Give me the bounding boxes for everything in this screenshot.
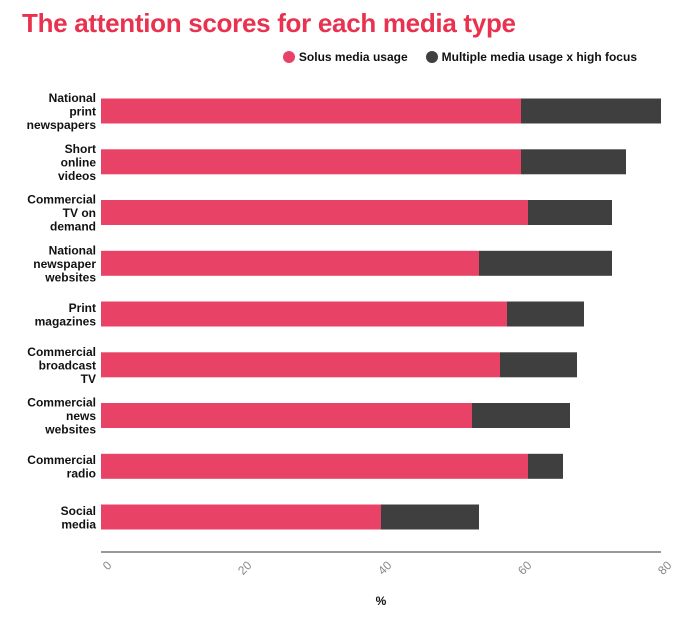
x-tick-label: 40	[375, 558, 395, 578]
bar-segment-solus	[101, 504, 381, 530]
category-label: National newspaper websites	[33, 243, 96, 284]
category-label: Print magazines	[35, 301, 97, 329]
x-tick-label: 80	[655, 558, 675, 578]
category-label: Commercial TV on demand	[27, 193, 96, 234]
legend-label-solus: Solus media usage	[298, 50, 408, 64]
bar-segment-multiple	[528, 200, 612, 225]
bar-segment-multiple	[479, 250, 612, 276]
category-label: Commercial broadcast TV	[27, 345, 96, 386]
chart-title: The attention scores for each media type	[22, 8, 516, 38]
bar-segment-multiple	[521, 98, 661, 124]
x-tick-label: 60	[515, 558, 535, 578]
category-label: Short online videos	[58, 142, 96, 183]
bar-segment-multiple	[521, 149, 626, 175]
legend-item-multiple: Multiple media usage x high focus	[425, 50, 637, 64]
bar-segment-multiple	[528, 453, 563, 479]
bar-segment-multiple	[507, 301, 584, 327]
bar-segment-solus	[101, 250, 479, 276]
x-axis-label: %	[376, 594, 387, 608]
x-tick-label: 0	[100, 558, 115, 573]
category-label: Commercial news websites	[27, 396, 96, 437]
bar-segment-multiple	[472, 403, 570, 428]
bar-segment-solus	[101, 200, 528, 225]
bar-segment-solus	[101, 149, 521, 175]
legend-swatch-multiple	[425, 51, 438, 63]
legend-item-solus: Solus media usage	[282, 50, 408, 64]
bar-segment-solus	[101, 453, 528, 479]
category-label: Social media	[61, 504, 97, 532]
category-label: National print newspapers	[27, 91, 97, 132]
bar-segment-multiple	[500, 352, 577, 378]
bar-segment-multiple	[381, 504, 479, 530]
bar-segment-solus	[101, 301, 507, 327]
x-tick-label: 20	[235, 558, 255, 578]
category-label: Commercial radio	[27, 453, 96, 481]
bar-segment-solus	[101, 403, 472, 428]
legend-swatch-solus	[282, 51, 295, 63]
bar-segment-solus	[101, 352, 500, 378]
chart-legend: Solus media usage Multiple media usage x…	[282, 50, 637, 64]
bar-segment-solus	[101, 98, 521, 124]
legend-label-multiple: Multiple media usage x high focus	[441, 50, 637, 64]
